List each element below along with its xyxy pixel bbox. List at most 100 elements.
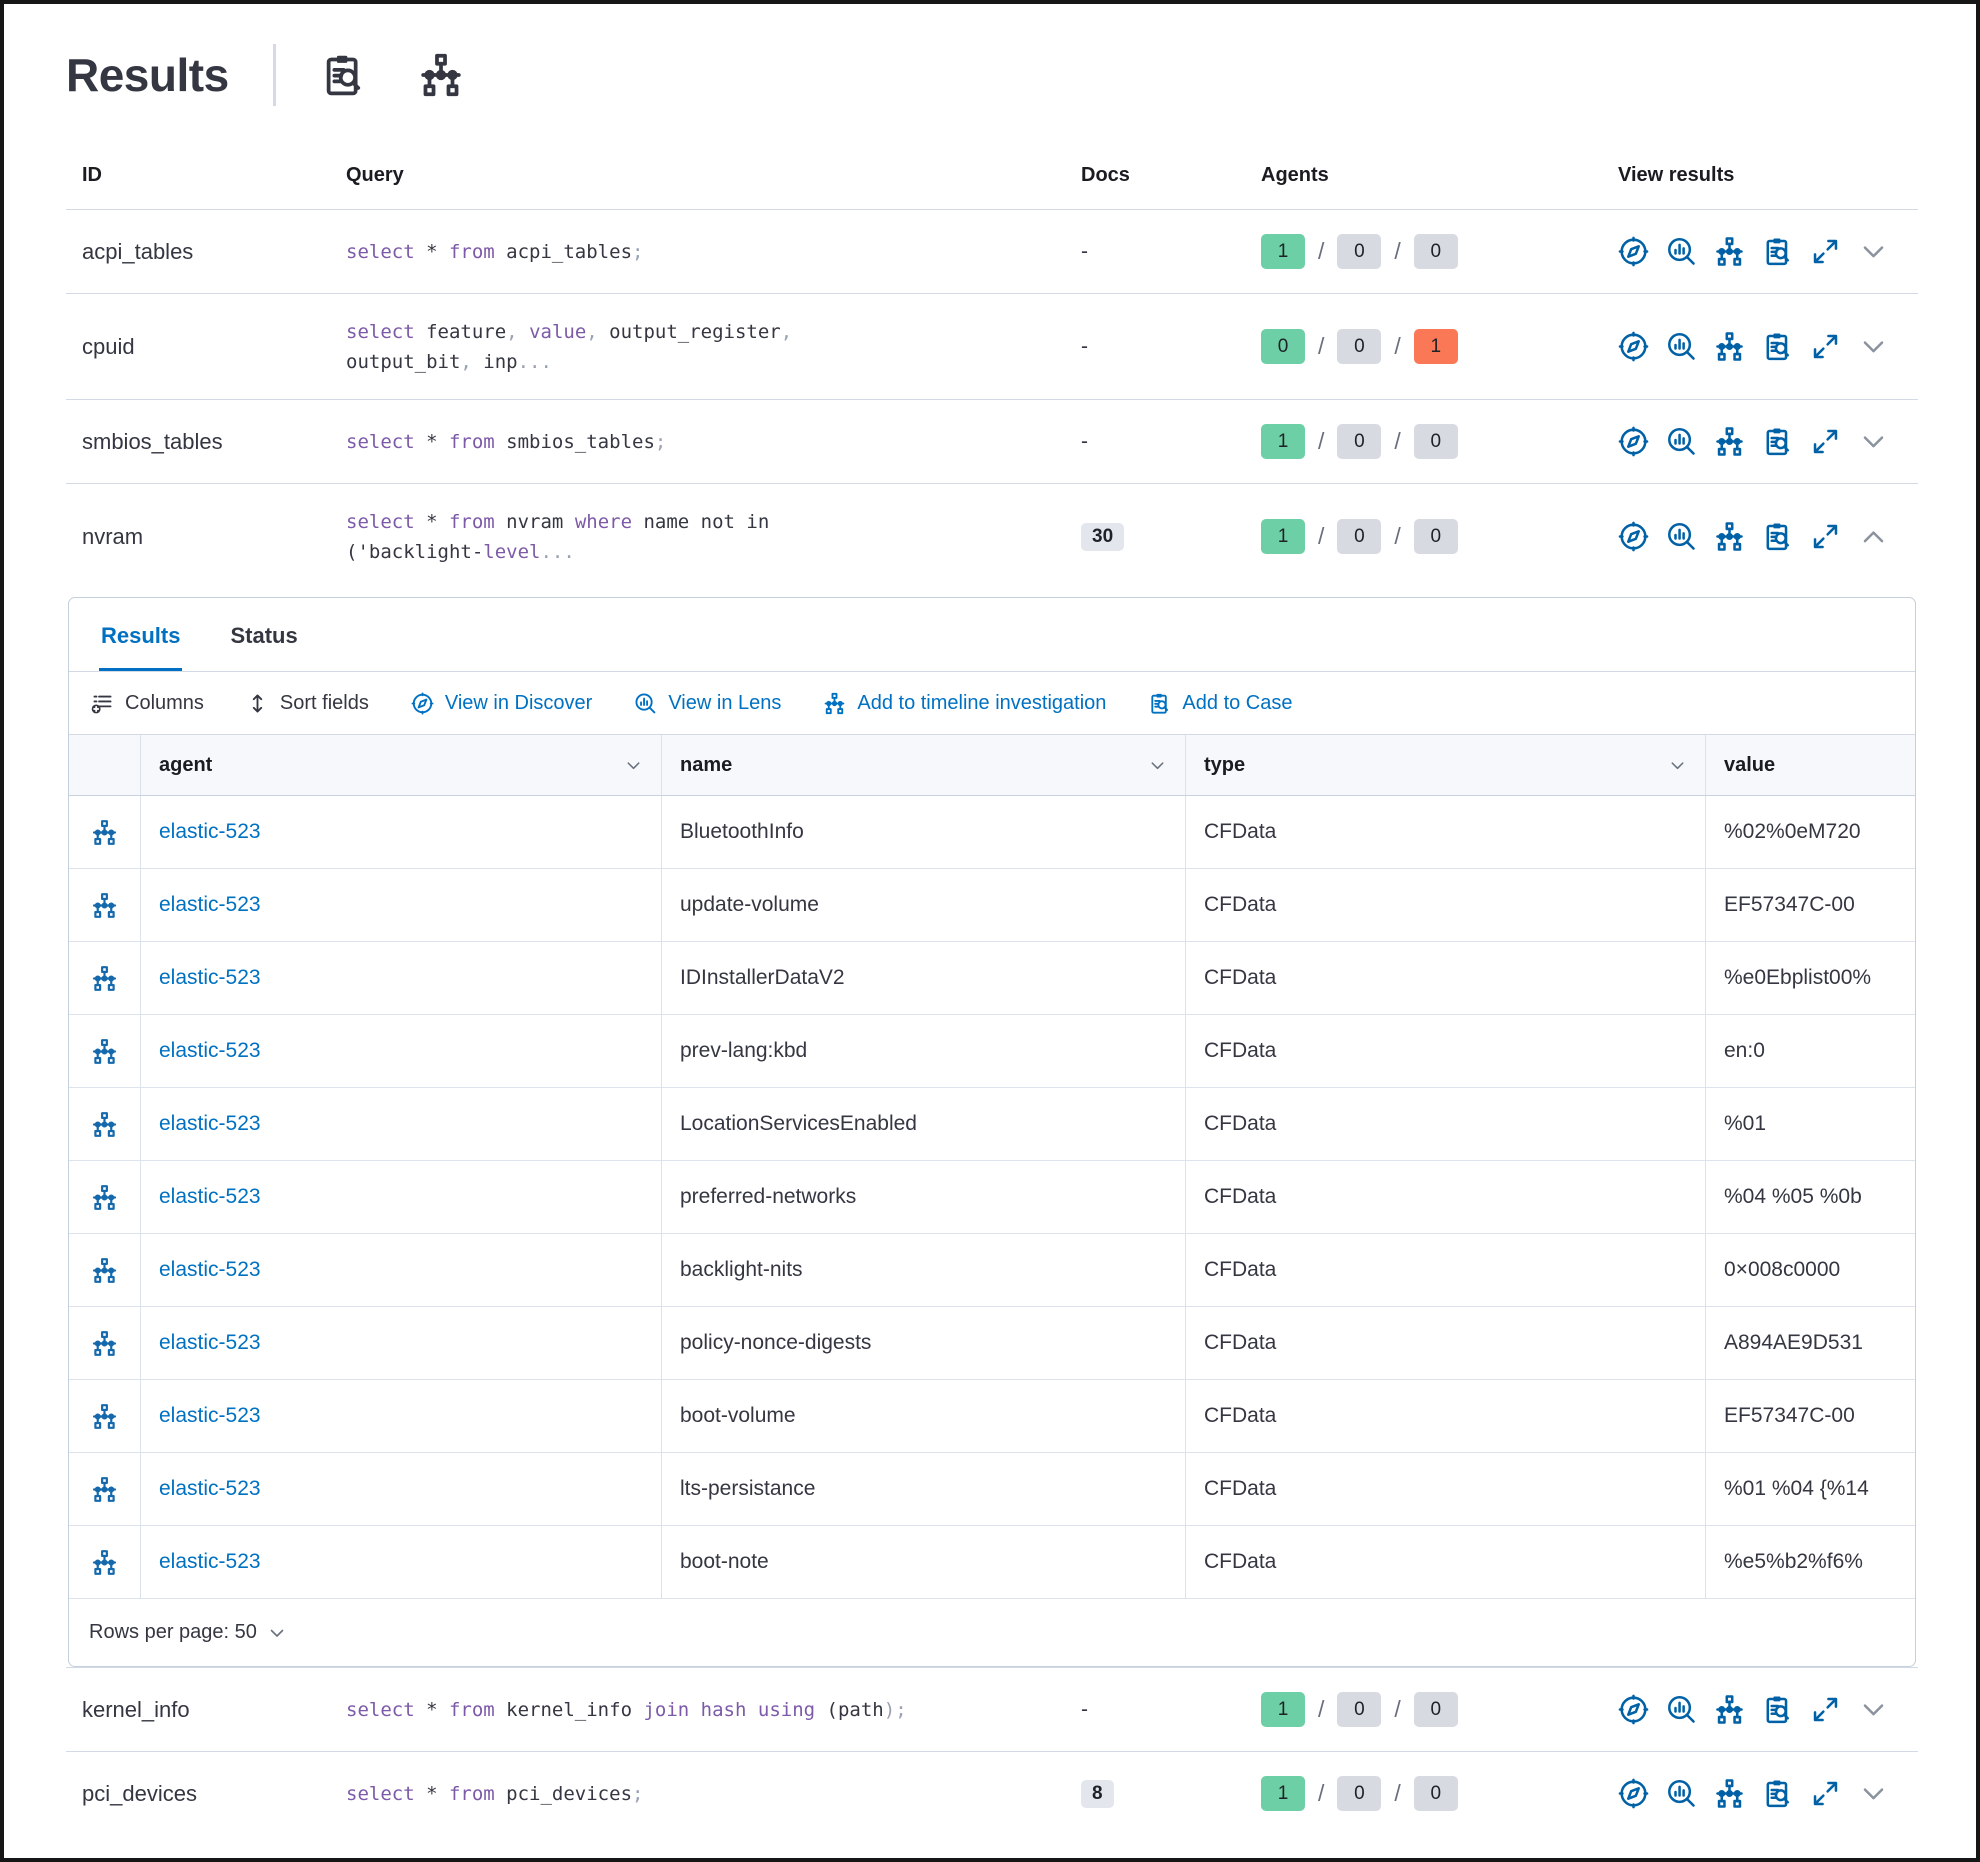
timeline-icon[interactable]: [1714, 331, 1745, 362]
case-icon[interactable]: [1762, 236, 1793, 267]
name-cell: boot-note: [662, 1526, 1186, 1598]
timeline-icon[interactable]: [91, 1549, 118, 1576]
timeline-icon[interactable]: [418, 52, 464, 98]
discover-icon[interactable]: [1618, 1694, 1649, 1725]
timeline-icon[interactable]: [91, 892, 118, 919]
grid-column-name[interactable]: name: [662, 735, 1186, 795]
case-icon[interactable]: [1762, 426, 1793, 457]
inspect-icon[interactable]: [320, 52, 366, 98]
query-row-pci-devices: pci_devices select * from pci_devices; 8…: [66, 1751, 1918, 1835]
name-cell: BluetoothInfo: [662, 796, 1186, 868]
table-row: elastic-523 lts-persistance CFData %01 %…: [69, 1453, 1915, 1526]
header-divider: [272, 44, 276, 106]
agents-cell: 1 / 0 / 0: [1261, 1692, 1618, 1727]
docs-cell: -: [1081, 1698, 1261, 1722]
chevron-up-icon[interactable]: [1858, 521, 1889, 552]
query-sql: select * from nvram where name not in ('b…: [346, 510, 770, 563]
agent-link[interactable]: elastic-523: [159, 1258, 261, 1281]
toolbar-columns[interactable]: Columns: [91, 692, 204, 715]
toolbar-view-in-discover[interactable]: View in Discover: [411, 692, 592, 715]
chevron-down-icon[interactable]: [1858, 331, 1889, 362]
agent-link[interactable]: elastic-523: [159, 1550, 261, 1573]
row-timeline-cell: [69, 942, 141, 1014]
expand-icon[interactable]: [1810, 1694, 1841, 1725]
timeline-icon[interactable]: [91, 1330, 118, 1357]
value-cell: %02%0eM720: [1724, 820, 1861, 843]
agent-link[interactable]: elastic-523: [159, 820, 261, 843]
toolbar-add-to-case[interactable]: Add to Case: [1148, 692, 1293, 715]
row-timeline-cell: [69, 1234, 141, 1306]
expand-icon[interactable]: [1810, 331, 1841, 362]
agent-link[interactable]: elastic-523: [159, 966, 261, 989]
expand-icon[interactable]: [1810, 1778, 1841, 1809]
docs-cell: 8: [1081, 1779, 1261, 1808]
chevron-down-icon[interactable]: [1858, 1694, 1889, 1725]
case-icon[interactable]: [1762, 1778, 1793, 1809]
chevron-down-icon[interactable]: [1858, 236, 1889, 267]
timeline-icon[interactable]: [1714, 236, 1745, 267]
agent-status-badge-gray: 0: [1413, 234, 1458, 269]
agent-link[interactable]: elastic-523: [159, 1185, 261, 1208]
rows-per-page-label[interactable]: Rows per page: 50: [89, 1621, 257, 1643]
table-row: elastic-523 IDInstallerDataV2 CFData %e0…: [69, 942, 1915, 1015]
toolbar-view-in-lens[interactable]: View in Lens: [634, 692, 781, 715]
agent-link[interactable]: elastic-523: [159, 1404, 261, 1427]
lens-icon[interactable]: [1666, 1778, 1697, 1809]
discover-icon[interactable]: [1618, 1778, 1649, 1809]
timeline-icon[interactable]: [91, 965, 118, 992]
discover-icon[interactable]: [1618, 331, 1649, 362]
expand-icon[interactable]: [1810, 426, 1841, 457]
expand-icon[interactable]: [1810, 521, 1841, 552]
grid-column-agent[interactable]: agent: [141, 735, 662, 795]
column-header-query: Query: [346, 164, 404, 186]
timeline-icon[interactable]: [91, 1111, 118, 1138]
timeline-icon[interactable]: [1714, 521, 1745, 552]
timeline-icon[interactable]: [1714, 1778, 1745, 1809]
agent-status-badge-gray: 0: [1413, 424, 1458, 459]
case-icon[interactable]: [1762, 521, 1793, 552]
chevron-down-icon[interactable]: [1858, 1778, 1889, 1809]
value-cell: 0×008c0000: [1724, 1258, 1841, 1281]
agent-link[interactable]: elastic-523: [159, 1039, 261, 1062]
case-icon[interactable]: [1762, 331, 1793, 362]
chevron-down-icon[interactable]: [267, 1623, 287, 1643]
lens-icon[interactable]: [1666, 426, 1697, 457]
case-icon[interactable]: [1762, 1694, 1793, 1725]
timeline-icon[interactable]: [91, 1476, 118, 1503]
grid-column-type[interactable]: type: [1186, 735, 1706, 795]
name-cell: prev-lang:kbd: [662, 1015, 1186, 1087]
tab-results[interactable]: Results: [99, 598, 183, 671]
lens-icon[interactable]: [1666, 331, 1697, 362]
agent-link[interactable]: elastic-523: [159, 1331, 261, 1354]
sort-icon: [246, 692, 269, 715]
expand-icon[interactable]: [1810, 236, 1841, 267]
agent-cell: elastic-523: [141, 1161, 662, 1233]
discover-icon[interactable]: [1618, 426, 1649, 457]
timeline-icon[interactable]: [1714, 1694, 1745, 1725]
chevron-down-icon[interactable]: [1858, 426, 1889, 457]
name-cell: boot-volume: [662, 1380, 1186, 1452]
row-timeline-cell: [69, 1015, 141, 1087]
toolbar-add-to-timeline-investigation[interactable]: Add to timeline investigation: [823, 692, 1106, 715]
agent-link[interactable]: elastic-523: [159, 1477, 261, 1500]
lens-icon[interactable]: [1666, 521, 1697, 552]
discover-icon[interactable]: [1618, 236, 1649, 267]
toolbar-sort-fields[interactable]: Sort fields: [246, 692, 369, 715]
tab-status[interactable]: Status: [230, 623, 298, 648]
timeline-icon[interactable]: [91, 1184, 118, 1211]
agent-link[interactable]: elastic-523: [159, 893, 261, 916]
lens-icon[interactable]: [1666, 1694, 1697, 1725]
lens-icon[interactable]: [1666, 236, 1697, 267]
grid-column-label: agent: [159, 753, 213, 776]
column-header-docs: Docs: [1081, 164, 1130, 186]
timeline-icon[interactable]: [1714, 426, 1745, 457]
timeline-icon[interactable]: [91, 1403, 118, 1430]
timeline-icon[interactable]: [91, 1257, 118, 1284]
discover-icon[interactable]: [1618, 521, 1649, 552]
queries-table: ID Query Docs Agents View results acpi_table…: [66, 150, 1918, 1835]
agent-link[interactable]: elastic-523: [159, 1112, 261, 1135]
timeline-icon[interactable]: [91, 1038, 118, 1065]
timeline-icon[interactable]: [91, 819, 118, 846]
pagination-footer[interactable]: Rows per page: 50: [69, 1599, 1915, 1666]
